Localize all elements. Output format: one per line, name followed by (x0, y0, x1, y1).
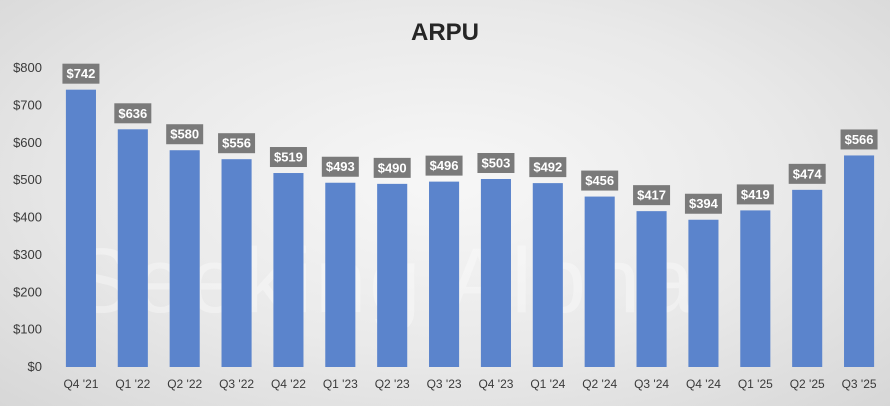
x-tick-label: Q4 '23 (478, 377, 513, 391)
x-tick-label: Q3 '24 (634, 377, 669, 391)
data-label-box (840, 129, 878, 150)
bar (584, 196, 615, 367)
x-tick-label: Q3 '23 (427, 377, 462, 391)
y-tick-label: $400 (13, 210, 42, 225)
x-tick-label: Q1 '22 (115, 377, 150, 391)
data-label-box (321, 156, 359, 177)
bar (65, 89, 96, 368)
bar (792, 189, 823, 367)
y-tick-label: $500 (13, 172, 42, 187)
bar (273, 173, 304, 367)
bar (740, 210, 771, 367)
data-label: $556 (222, 136, 251, 151)
bar (377, 183, 408, 367)
data-label-box (684, 193, 722, 214)
x-tick-label: Q4 '21 (63, 377, 98, 391)
bar (169, 150, 200, 367)
data-label-box (477, 153, 515, 174)
data-label: $493 (326, 159, 355, 174)
data-label: $503 (481, 156, 510, 171)
x-tick-label: Q1 '24 (530, 377, 565, 391)
data-label: $419 (741, 187, 770, 202)
bar-series (65, 89, 875, 368)
y-axis: $0 $100 $200 $300 $400 $500 $600 $700 $800 (13, 60, 42, 374)
bar (429, 181, 460, 367)
x-tick-label: Q4 '24 (686, 377, 721, 391)
bar (480, 179, 511, 367)
data-label-box (425, 155, 463, 176)
data-label-box (788, 163, 826, 184)
data-label: $519 (274, 150, 303, 165)
x-tick-label: Q1 '25 (738, 377, 773, 391)
x-tick-label: Q2 '25 (790, 377, 825, 391)
data-label: $742 (66, 66, 95, 81)
data-label-box (529, 157, 567, 178)
y-tick-label: $200 (13, 284, 42, 299)
chart-title: ARPU (411, 19, 479, 46)
data-label: $636 (118, 106, 147, 121)
data-label-box (581, 170, 619, 191)
data-label: $492 (533, 160, 562, 175)
x-tick-label: Q2 '23 (375, 377, 410, 391)
data-label-box (218, 133, 256, 154)
y-tick-label: $300 (13, 247, 42, 262)
bar (532, 183, 563, 367)
data-label-box (166, 124, 204, 145)
bar (688, 219, 719, 367)
data-label: $566 (845, 132, 874, 147)
data-label-box (373, 157, 411, 178)
x-tick-label: Q4 '22 (271, 377, 306, 391)
data-label-box (736, 184, 774, 205)
bar (221, 159, 252, 367)
x-axis: Q4 '21 Q1 '22 Q2 '22 Q3 '22 Q4 '22 Q1 '23 Q2 '… (63, 377, 876, 391)
data-label-box (633, 185, 671, 206)
data-label: $394 (689, 196, 719, 211)
data-label: $456 (585, 173, 614, 188)
data-label: $417 (637, 188, 666, 203)
data-labels: $742 $636 $580 $556 $519 $493 $490 $496 $503 $492… (62, 63, 878, 214)
data-label: $580 (170, 127, 199, 142)
data-label: $496 (430, 158, 459, 173)
data-label-box (269, 147, 307, 168)
y-tick-label: $800 (13, 60, 42, 75)
data-label-box (62, 63, 100, 84)
x-tick-label: Q1 '23 (323, 377, 358, 391)
x-tick-label: Q2 '22 (167, 377, 202, 391)
data-label-box (114, 103, 152, 124)
x-tick-label: Q3 '22 (219, 377, 254, 391)
x-tick-label: Q3 '25 (842, 377, 877, 391)
y-tick-label: $0 (28, 359, 42, 374)
y-tick-label: $600 (13, 135, 42, 150)
bar (325, 182, 356, 367)
data-label: $474 (793, 166, 823, 181)
x-tick-label: Q2 '24 (582, 377, 617, 391)
bar (636, 211, 667, 367)
y-tick-label: $100 (13, 322, 42, 337)
y-tick-label: $700 (13, 97, 42, 112)
bar (844, 155, 875, 367)
bar (117, 129, 148, 367)
data-label: $490 (378, 160, 407, 175)
